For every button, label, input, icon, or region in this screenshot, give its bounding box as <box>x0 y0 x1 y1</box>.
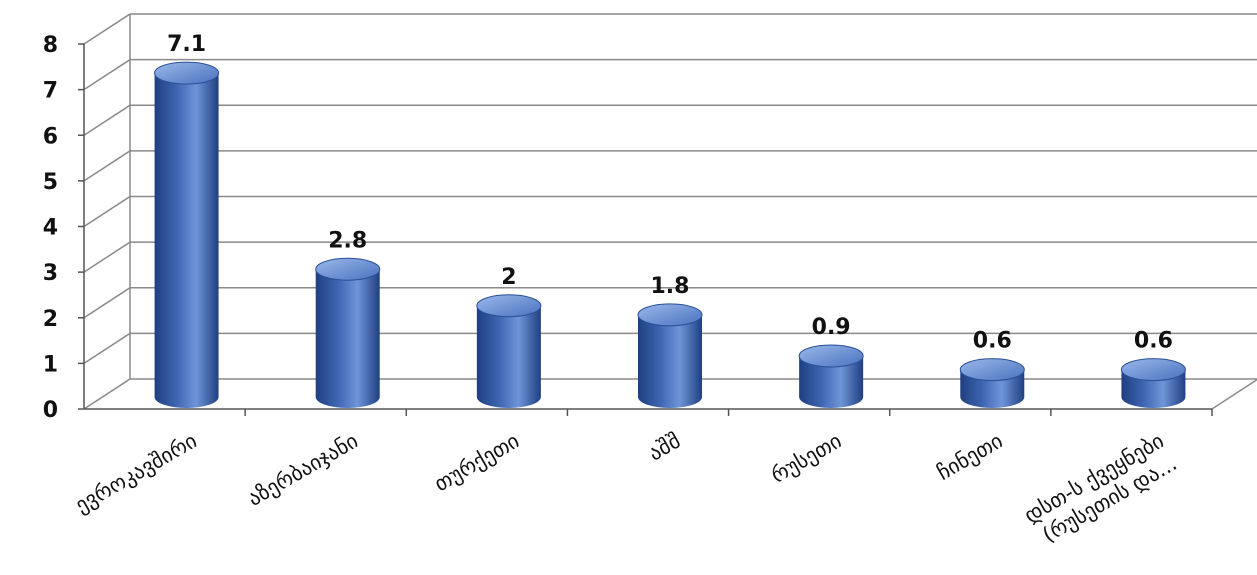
bar-top <box>959 358 1025 382</box>
y-tick-label: 2 <box>43 307 58 332</box>
gridline-side <box>83 13 131 45</box>
bar <box>637 303 703 408</box>
axis-layer: 0 1 2 3 4 5 6 7 8 <box>43 14 1257 423</box>
x-tick-label: დსთ-ს ქვეყნები(რუსეთის და... <box>1020 429 1181 551</box>
bar <box>798 344 864 409</box>
gridline-side <box>83 332 131 365</box>
y-tick-label: 5 <box>43 170 58 195</box>
gridline-side <box>83 195 131 228</box>
bar-body <box>315 269 380 409</box>
y-tick-label: 8 <box>43 33 58 58</box>
y-tick-label: 6 <box>43 124 58 149</box>
bar <box>154 61 220 409</box>
bar <box>959 358 1025 408</box>
data-label: 1.8 <box>651 274 690 299</box>
gridline-side <box>83 378 131 410</box>
bar-top <box>315 257 381 281</box>
bar-body <box>476 305 541 408</box>
bar <box>315 257 381 409</box>
data-label: 2.8 <box>328 228 367 253</box>
floor-right-edge <box>1211 378 1257 410</box>
y-tick-label: 7 <box>43 79 58 104</box>
bar <box>1120 358 1186 409</box>
data-label: 7.1 <box>167 32 206 57</box>
bar-top <box>154 61 220 85</box>
y-tick-label: 0 <box>43 398 58 423</box>
y-tick-label: 4 <box>43 216 58 241</box>
bar-body <box>154 73 219 409</box>
x-tick-label: აშშ <box>644 429 684 466</box>
gridline-side <box>83 241 131 273</box>
x-tick-label: ჩინეთი <box>933 429 1007 485</box>
gridline-side <box>83 104 131 136</box>
gridline-side <box>83 287 131 319</box>
data-label: 2 <box>501 265 516 290</box>
y-tick-label: 1 <box>43 352 58 377</box>
bar-top <box>476 294 542 318</box>
bar-layer <box>154 61 1186 409</box>
data-label: 0.6 <box>973 329 1012 354</box>
x-tick-label: აზერბაიჯანი <box>244 429 363 511</box>
bar <box>476 294 542 408</box>
gridline-side <box>83 58 131 91</box>
label-layer: 7.1 ევროკავშირი 2.8 აზერბაიჯანი 2 თურქეთი 1.8 ა… <box>71 32 1181 551</box>
bar-top <box>798 344 864 368</box>
x-tick-label: რუსეთი <box>767 429 846 488</box>
gridline-side <box>83 150 131 182</box>
x-tick-label: თურქეთი <box>430 429 523 497</box>
bar-body <box>638 314 702 408</box>
bar-top <box>637 303 703 327</box>
bar-body <box>799 355 864 409</box>
x-tick-label: ევროკავშირი <box>71 429 201 518</box>
data-label: 0.9 <box>812 315 851 340</box>
data-label: 0.6 <box>1134 329 1173 354</box>
bar-top <box>1120 358 1186 382</box>
y-tick-label: 3 <box>43 261 58 286</box>
